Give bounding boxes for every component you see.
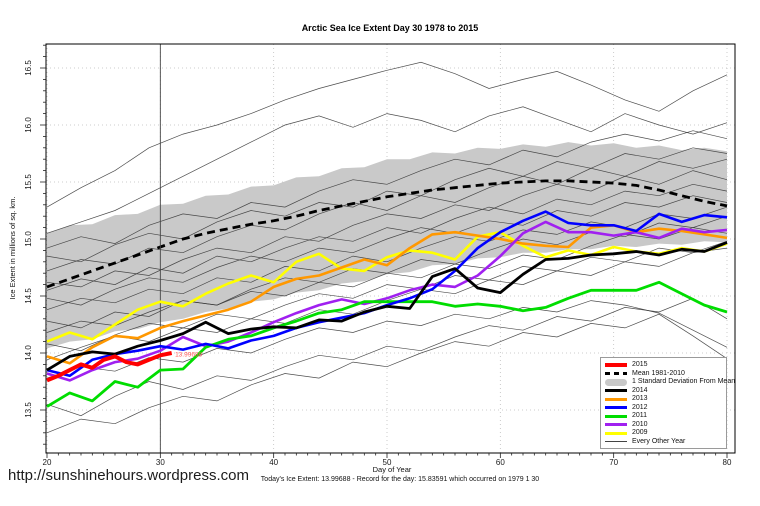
legend-label: 2012 xyxy=(632,403,648,411)
y-tick-label: 14.5 xyxy=(24,288,33,304)
legend-swatch xyxy=(605,397,627,401)
legend-swatch-line xyxy=(605,363,627,367)
legend-label: 2011 xyxy=(632,412,648,420)
legend-swatch-line xyxy=(605,414,627,418)
legend-item-2010: 2010 xyxy=(605,421,724,429)
series-2011-line xyxy=(46,280,728,408)
legend-label: 1 Standard Deviation From Mean xyxy=(632,378,736,386)
x-axis-label: Day of Year xyxy=(373,465,412,474)
y-tick-label: 13.5 xyxy=(24,402,33,418)
series-2015-line xyxy=(46,351,173,383)
legend-item-2012: 2012 xyxy=(605,404,724,412)
legend-label: 2015 xyxy=(632,361,648,368)
x-tick-label: 60 xyxy=(496,458,505,467)
legend-label: 2013 xyxy=(632,395,648,403)
legend-label: Mean 1981-2010 xyxy=(632,369,685,377)
y-tick-label: 16.5 xyxy=(24,60,33,76)
chart-title: Arctic Sea Ice Extent Day 30 1978 to 201… xyxy=(302,23,479,33)
series-2014-line xyxy=(46,241,728,372)
chart-caption: Today's Ice Extent: 13.99688 - Record fo… xyxy=(261,476,540,483)
legend-swatch xyxy=(605,389,627,393)
axes: 20 30 40 50 60 70 80 13.5 14.0 14.5 15.0 15.5 16.0 16… xyxy=(24,43,736,467)
y-tick-label: 15.5 xyxy=(24,174,33,190)
x-tick-label: 20 xyxy=(43,458,52,467)
legend-swatch-line xyxy=(605,441,627,443)
legend-swatch xyxy=(605,414,627,418)
y-tick-label: 15.0 xyxy=(24,231,33,247)
legend-swatch-line xyxy=(605,406,627,410)
legend-swatch xyxy=(605,431,627,435)
x-tick-label: 80 xyxy=(723,458,732,467)
legend-item-2015: 2015 xyxy=(605,361,724,369)
legend-item-mean-1981-2010: Mean 1981-2010 xyxy=(605,370,724,378)
current-value-annotation: 13.99688 xyxy=(175,352,202,359)
series-2009-line xyxy=(46,230,728,343)
legend-item-every-other-year: Every Other Year xyxy=(605,438,724,446)
legend-swatch xyxy=(605,378,627,386)
plot-border xyxy=(45,43,736,454)
x-tick-label: 50 xyxy=(383,458,392,467)
legend-swatch-band xyxy=(605,378,627,386)
y-tick-label: 14.0 xyxy=(24,345,33,361)
y-tick-label: 16.0 xyxy=(24,117,33,133)
legend-item-2013: 2013 xyxy=(605,395,724,403)
site-url: http://sunshinehours.wordpress.com xyxy=(8,467,249,484)
legend-label: 2014 xyxy=(632,386,648,394)
legend-swatch-line xyxy=(605,423,627,427)
legend-swatch xyxy=(605,441,627,443)
legend-label: 2009 xyxy=(632,429,648,437)
legend-swatch-line xyxy=(605,431,627,435)
legend-item-1-standard-deviation-from-mean: 1 Standard Deviation From Mean xyxy=(605,378,735,386)
x-tick-label: 70 xyxy=(609,458,618,467)
legend-swatch-line xyxy=(605,397,627,401)
legend-item-2011: 2011 xyxy=(605,412,724,420)
series-2010-line xyxy=(46,220,728,382)
legend-label: 2010 xyxy=(632,420,648,428)
legend-swatch xyxy=(605,406,627,410)
x-tick-label: 40 xyxy=(269,458,278,467)
legend-swatch xyxy=(605,372,627,376)
plot-area: 13.99688 xyxy=(46,44,728,453)
legend-swatch-dashed xyxy=(605,372,627,376)
legend-swatch xyxy=(605,423,627,427)
legend-swatch-line xyxy=(605,389,627,393)
legend-label: Every Other Year xyxy=(632,437,686,445)
chart-legend: 2015 Mean 1981-2010 1 Standard Deviation F… xyxy=(600,357,735,449)
legend-item-2014: 2014 xyxy=(605,387,724,395)
legend-item-2009: 2009 xyxy=(605,429,724,437)
y-axis-label: Ice Extent in millions of sq. km. xyxy=(8,197,17,300)
legend-swatch xyxy=(605,363,627,367)
std-dev-band xyxy=(47,142,727,349)
x-tick-label: 30 xyxy=(156,458,165,467)
